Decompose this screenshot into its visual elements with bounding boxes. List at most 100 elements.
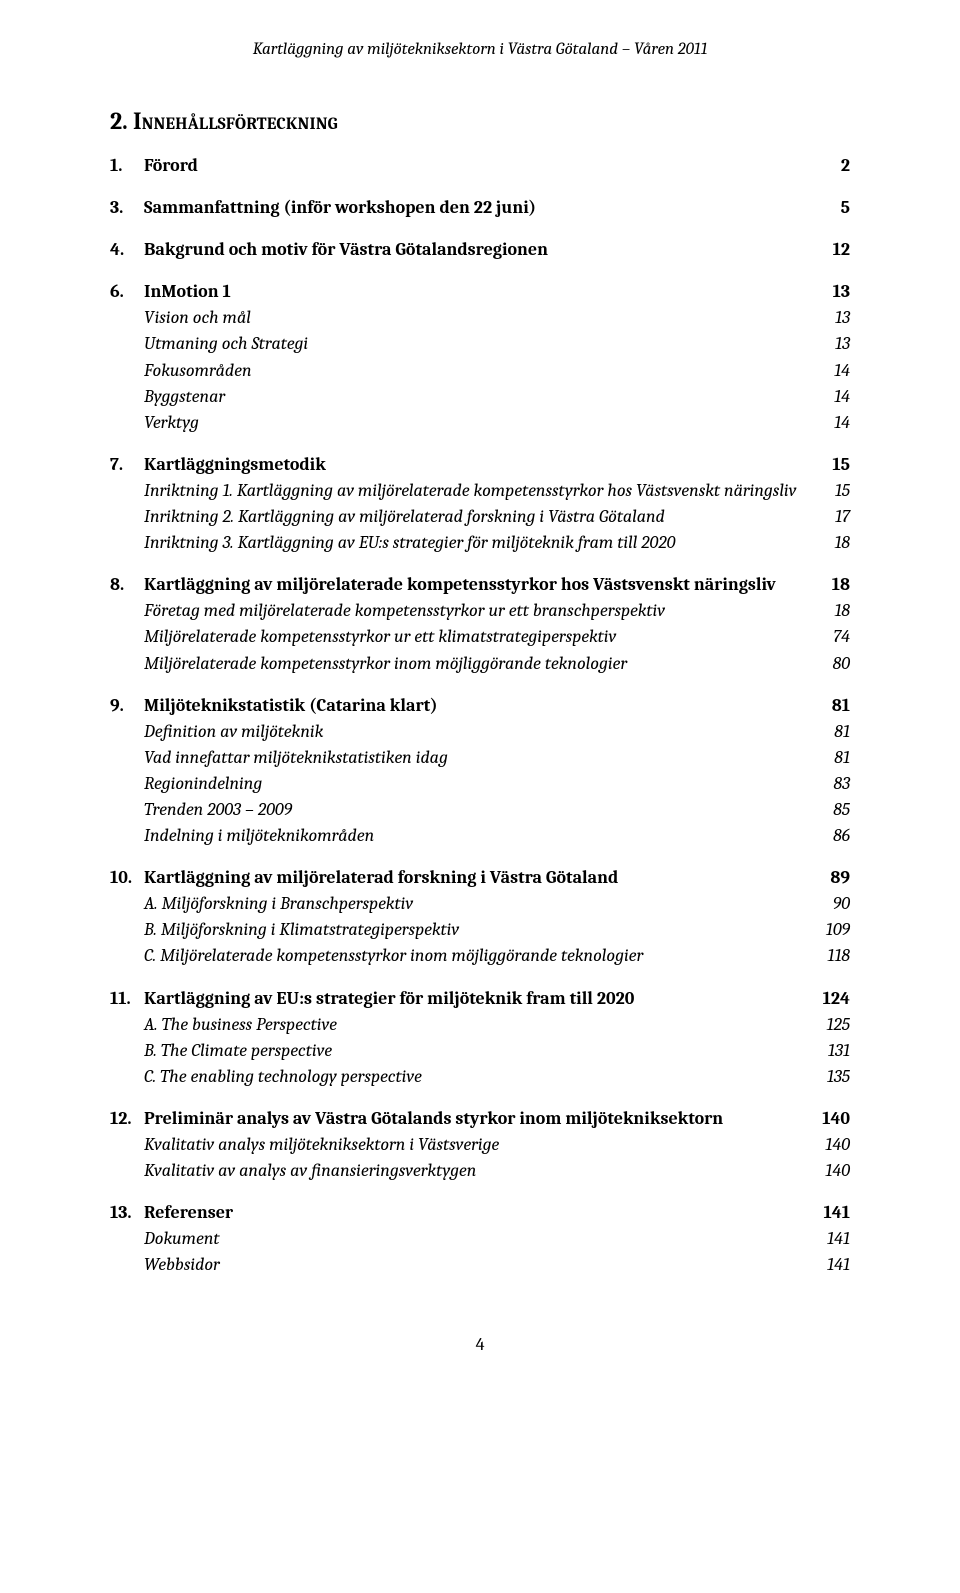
toc-entry-page: 86	[833, 823, 850, 849]
toc-entry-label: Byggstenar	[144, 384, 225, 410]
toc-entry-label: Indelning i miljöteknikområden	[144, 823, 374, 849]
table-of-contents: 1.Förord 2 3.Sammanfattning (inför worksho…	[110, 153, 850, 1278]
toc-entry-page: 15	[832, 452, 850, 478]
toc-entry-page: 13	[833, 279, 850, 305]
toc-entry-number: 11.	[110, 986, 144, 1012]
toc-entry-label: 11.Kartläggning av EU:s strategier för m…	[110, 986, 634, 1012]
toc-entry-text: Referenser	[144, 1202, 233, 1223]
toc-entry-page: 141	[824, 1200, 850, 1226]
section-number: 2.	[110, 107, 128, 135]
toc-entry-level2: C. Miljörelaterade kompetensstyrkor inom…	[110, 943, 850, 969]
toc-entry-label: Miljörelaterade kompetensstyrkor ur ett …	[144, 624, 616, 650]
toc-entry-text: InMotion 1	[144, 281, 231, 302]
toc-entry-number: 8.	[110, 572, 144, 598]
toc-entry-level2: Inriktning 2. Kartläggning av miljörelat…	[110, 504, 850, 530]
toc-entry-page: 85	[833, 797, 850, 823]
toc-entry-label: Dokument	[144, 1226, 220, 1252]
toc-entry-page: 90	[833, 891, 850, 917]
toc-entry-text: Bakgrund och motiv för Västra Götalandsr…	[144, 239, 548, 260]
toc-entry-level2: Miljörelaterade kompetensstyrkor ur ett …	[110, 624, 850, 650]
toc-entry-page: 80	[833, 651, 850, 677]
toc-entry-number: 9.	[110, 693, 144, 719]
toc-entry-level2: Trenden 2003 – 2009 85	[110, 797, 850, 823]
toc-entry-label: Vad innefattar miljöteknikstatistiken id…	[144, 745, 448, 771]
toc-entry-label: 13.Referenser	[110, 1200, 233, 1226]
toc-entry-label: B. Miljöforskning i Klimatstrategiperspe…	[144, 917, 459, 943]
toc-entry-page: 14	[834, 358, 850, 384]
toc-entry-page: 109	[826, 917, 850, 943]
toc-entry-level1: 7.Kartläggningsmetodik 15	[110, 452, 850, 478]
toc-entry-page: 141	[827, 1252, 850, 1278]
toc-entry-level1: 9.Miljöteknikstatistik (Catarina klart)8…	[110, 693, 850, 719]
toc-entry-level2: Byggstenar14	[110, 384, 850, 410]
toc-entry-label: Fokusområden	[144, 358, 252, 384]
toc-entry-label: 7.Kartläggningsmetodik	[110, 452, 326, 478]
toc-entry-page: 89	[830, 865, 850, 891]
toc-entry-text: Kartläggning av EU:s strategier för milj…	[144, 988, 634, 1009]
toc-entry-page: 140	[822, 1106, 850, 1132]
toc-entry-level2: Inriktning 3. Kartläggning av EU:s strat…	[110, 530, 850, 556]
toc-entry-level2: A. Miljöforskning i Branschperspektiv 90	[110, 891, 850, 917]
toc-entry-label: Miljörelaterade kompetensstyrkor inom mö…	[144, 651, 627, 677]
toc-entry-label: 1.Förord	[110, 153, 198, 179]
toc-entry-level1: 11.Kartläggning av EU:s strategier för m…	[110, 986, 850, 1012]
toc-entry-level1: 3.Sammanfattning (inför workshopen den 2…	[110, 195, 850, 221]
toc-entry-page: 17	[835, 504, 850, 530]
toc-entry-label: A. Miljöforskning i Branschperspektiv	[144, 891, 413, 917]
toc-entry-label: Definition av miljöteknik	[144, 719, 323, 745]
toc-entry-text: Sammanfattning (inför workshopen den 22 …	[144, 197, 536, 218]
toc-entry-level1: 6.InMotion 1 13	[110, 279, 850, 305]
toc-entry-label: Regionindelning	[144, 771, 262, 797]
toc-entry-level2: Vad innefattar miljöteknikstatistiken id…	[110, 745, 850, 771]
toc-entry-page: 135	[827, 1064, 850, 1090]
toc-entry-page: 81	[834, 745, 850, 771]
toc-entry-label: 3.Sammanfattning (inför workshopen den 2…	[110, 195, 536, 221]
toc-entry-level2: Utmaning och Strategi13	[110, 331, 850, 357]
toc-entry-level1: 8.Kartläggning av miljörelaterade kompet…	[110, 572, 850, 598]
toc-entry-label: Trenden 2003 – 2009	[144, 797, 292, 823]
toc-entry-text: Förord	[144, 155, 198, 176]
section-heading-text: Innehållsförteckning	[133, 107, 338, 135]
toc-entry-number: 10.	[110, 865, 144, 891]
toc-entry-level2: Företag med miljörelaterade kompetenssty…	[110, 598, 850, 624]
toc-entry-text: Kartläggningsmetodik	[144, 454, 326, 475]
toc-entry-label: Kvalitativ av analys av finansieringsver…	[144, 1158, 476, 1184]
document-page: Kartläggning av miljötekniksektorn i Väs…	[0, 0, 960, 1415]
toc-entry-number: 6.	[110, 279, 144, 305]
toc-entry-text: Kartläggning av miljörelaterad forskning…	[144, 867, 618, 888]
toc-entry-label: Inriktning 1. Kartläggning av miljörelat…	[144, 478, 796, 504]
toc-entry-label: A. The business Perspective	[144, 1012, 337, 1038]
toc-entry-number: 4.	[110, 237, 144, 263]
toc-entry-page: 14	[834, 410, 850, 436]
toc-entry-level2: Fokusområden 14	[110, 358, 850, 384]
toc-entry-label: Webbsidor	[144, 1252, 220, 1278]
toc-entry-page: 118	[827, 943, 850, 969]
page-number: 4	[110, 1334, 850, 1355]
toc-entry-page: 2	[841, 153, 850, 179]
toc-entry-label: 10.Kartläggning av miljörelaterad forskn…	[110, 865, 618, 891]
toc-entry-page: 18	[834, 530, 850, 556]
toc-entry-label: Utmaning och Strategi	[144, 331, 308, 357]
toc-entry-number: 12.	[110, 1106, 144, 1132]
toc-entry-level2: B. The Climate perspective131	[110, 1038, 850, 1064]
toc-entry-level2: Kvalitativ analys miljötekniksektorn i V…	[110, 1132, 850, 1158]
toc-entry-label: Inriktning 3. Kartläggning av EU:s strat…	[144, 530, 675, 556]
toc-entry-page: 13	[835, 305, 850, 331]
toc-entry-number: 13.	[110, 1200, 144, 1226]
toc-entry-page: 83	[833, 771, 850, 797]
toc-entry-page: 18	[832, 572, 850, 598]
toc-entry-label: Verktyg	[144, 410, 199, 436]
toc-entry-page: 131	[828, 1038, 850, 1064]
toc-entry-page: 81	[834, 719, 850, 745]
toc-entry-page: 124	[823, 986, 850, 1012]
toc-entry-page: 15	[835, 478, 850, 504]
toc-entry-level2: A. The business Perspective 125	[110, 1012, 850, 1038]
toc-entry-page: 125	[826, 1012, 850, 1038]
toc-entry-level2: Verktyg 14	[110, 410, 850, 436]
toc-entry-level1: 10.Kartläggning av miljörelaterad forskn…	[110, 865, 850, 891]
toc-entry-level2: Miljörelaterade kompetensstyrkor inom mö…	[110, 651, 850, 677]
toc-entry-number: 7.	[110, 452, 144, 478]
toc-entry-text: Miljöteknikstatistik (Catarina klart)	[144, 695, 438, 716]
toc-entry-label: Kvalitativ analys miljötekniksektorn i V…	[144, 1132, 499, 1158]
toc-entry-text: Preliminär analys av Västra Götalands st…	[144, 1108, 723, 1129]
